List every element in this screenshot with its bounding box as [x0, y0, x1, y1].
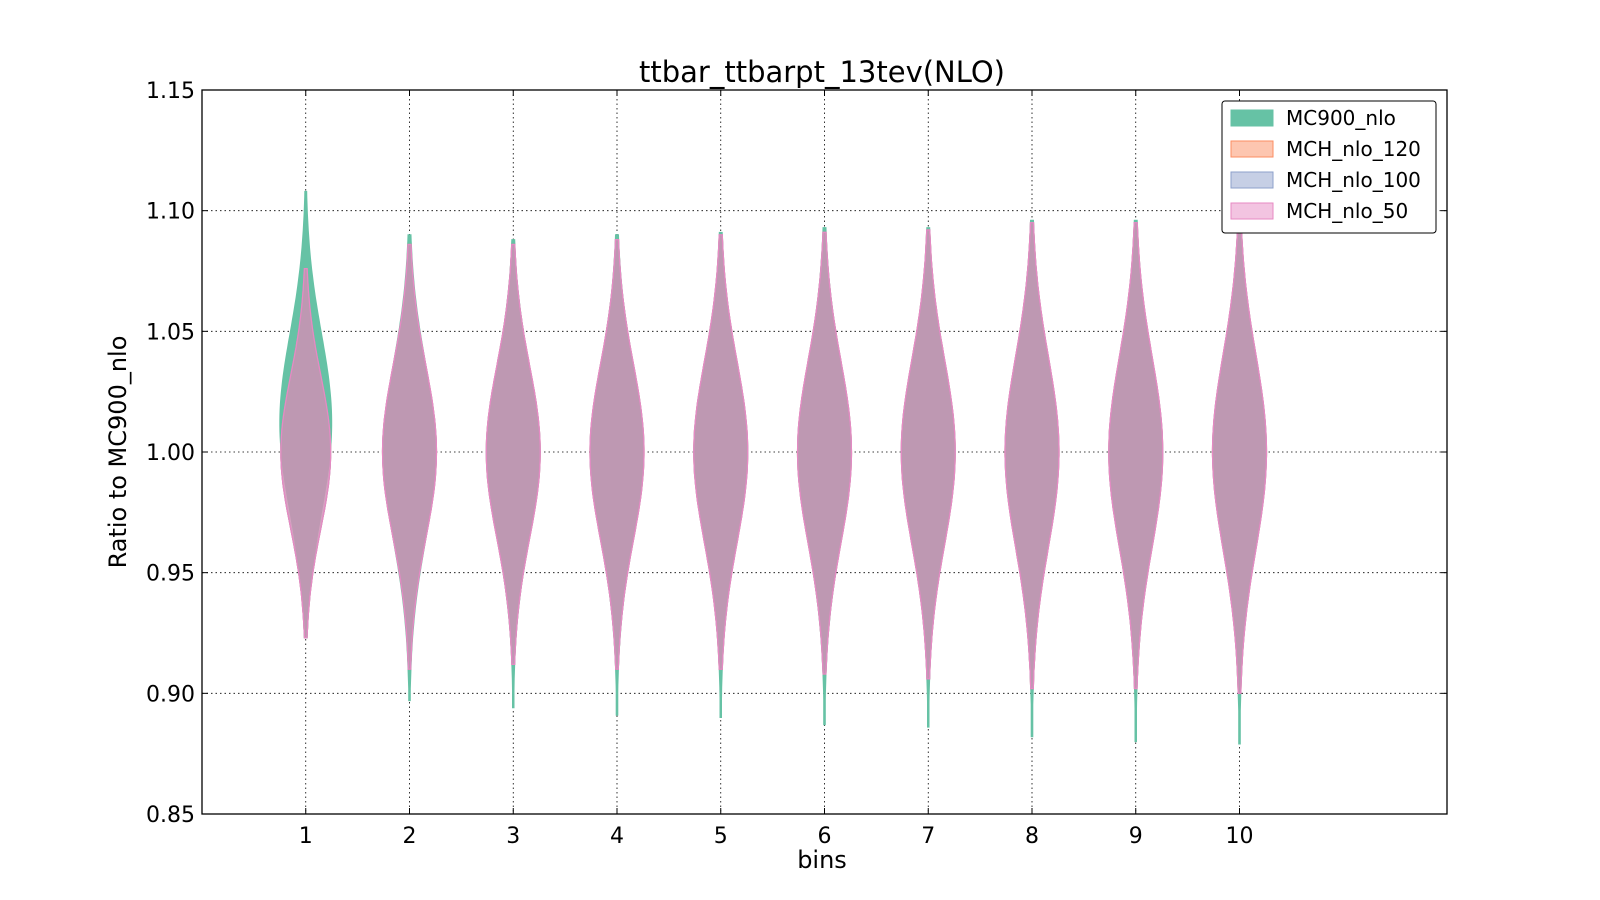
violin-MCH_nlo_50-bin-5 [693, 234, 749, 670]
x-tick-label: 1 [299, 824, 313, 849]
legend-label: MCH_nlo_100 [1286, 168, 1421, 192]
legend: MC900_nlo MCH_nlo_120 MCH_nlo_100 MCH_nlo_5… [1221, 100, 1437, 234]
legend-swatch [1230, 171, 1274, 189]
x-tick-label: 2 [403, 824, 417, 849]
violin-MCH_nlo_50-bin-2 [381, 243, 438, 670]
x-tick-label: 6 [818, 824, 832, 849]
legend-label: MC900_nlo [1286, 106, 1396, 130]
chart-title: ttbar_ttbarpt_13tev(NLO) [639, 55, 1005, 89]
legend-swatch [1230, 202, 1274, 220]
y-tick-label: 0.95 [146, 562, 195, 587]
violin-MCH_nlo_50-bin-1 [280, 268, 332, 639]
y-axis-label: Ratio to MC900_nlo [104, 336, 132, 569]
violin-MCH_nlo_50-bin-9 [1108, 222, 1164, 690]
x-tick-label: 10 [1226, 824, 1254, 849]
x-tick-label: 3 [506, 824, 520, 849]
y-tick-label: 1.15 [146, 79, 195, 104]
x-tick-label: 8 [1025, 824, 1039, 849]
legend-label: MCH_nlo_120 [1286, 137, 1421, 161]
x-tick-label: 4 [610, 824, 624, 849]
violins [279, 190, 1268, 745]
x-tick-label: 7 [921, 824, 935, 849]
y-tick-label: 1.05 [146, 320, 195, 345]
legend-frame [1221, 100, 1437, 234]
violin-MCH_nlo_50-bin-7 [900, 229, 956, 680]
legend-swatch [1230, 140, 1274, 158]
series-MCH_nlo_50 [280, 217, 1268, 694]
legend-label: MCH_nlo_50 [1286, 199, 1408, 223]
y-tick-label: 0.90 [146, 682, 195, 707]
violin-MC900_nlo-bin-1 [279, 190, 333, 639]
axis-ticks: 1 2 3 4 5 6 7 8 9 10 0.85 0.90 0.95 1.00 1.05 1.10 1.15 [146, 79, 1447, 849]
y-tick-label: 1.10 [146, 200, 195, 225]
y-tick-label: 1.00 [146, 441, 195, 466]
x-axis-label: bins [797, 846, 847, 874]
x-tick-label: 5 [714, 824, 728, 849]
violin-MCH_nlo_50-bin-8 [1004, 222, 1060, 690]
violin-MCH_nlo_50-bin-6 [796, 231, 853, 675]
violin-MCH_nlo_50-bin-3 [485, 243, 541, 665]
legend-swatch [1230, 109, 1274, 127]
x-tick-label: 9 [1129, 824, 1143, 849]
violin-MCH_nlo_50-bin-4 [589, 239, 645, 670]
y-tick-label: 0.85 [146, 803, 195, 828]
